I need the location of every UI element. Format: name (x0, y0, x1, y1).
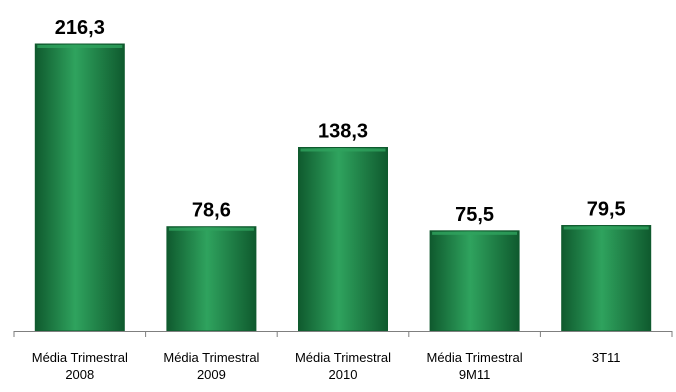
category-label-1: Média Trimestral 2008 (32, 350, 128, 382)
value-label-2: 78,6 (192, 200, 231, 222)
value-label-4: 75,5 (455, 204, 494, 226)
bar-1-top-highlight (37, 45, 123, 48)
value-labels-group: 216,3 78,6 138,3 75,5 79,5 (55, 17, 626, 226)
bar-1 (34, 43, 125, 332)
value-label-1: 216,3 (55, 17, 105, 39)
category-label-3: Média Trimestral 2010 (295, 350, 391, 382)
bar-2 (166, 226, 257, 332)
category-label-4: Média Trimestral 9M11 (427, 350, 523, 382)
category-label-2: Média Trimestral 2009 (163, 350, 259, 382)
category-labels-group: Média Trimestral 2008 Média Trimestral 2009… (32, 350, 621, 382)
bars-group (34, 43, 652, 332)
bar-5 (561, 225, 652, 332)
x-axis-ticks (13, 331, 673, 337)
value-label-3: 138,3 (318, 120, 368, 142)
bar-4-top-highlight (432, 231, 518, 235)
value-label-5: 79,5 (587, 199, 626, 221)
category-label-5: 3T11 (592, 350, 621, 365)
bar-3 (298, 146, 388, 332)
bar-2-top-highlight (168, 227, 254, 231)
bar-5-top-highlight (563, 226, 649, 230)
bar-4 (429, 230, 520, 332)
bar-3-top-highlight (300, 148, 386, 152)
